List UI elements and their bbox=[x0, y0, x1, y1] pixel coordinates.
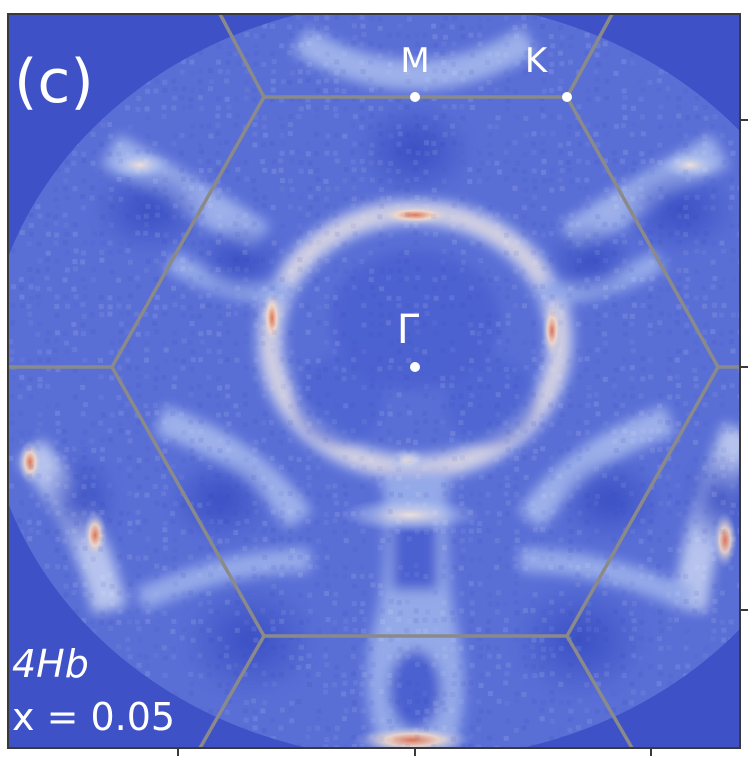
gamma-point-label: Γ bbox=[397, 307, 420, 353]
noise-texture bbox=[8, 14, 740, 748]
panel-label: (c) bbox=[14, 47, 94, 117]
k-point-marker bbox=[562, 92, 572, 102]
gamma-point-marker bbox=[410, 362, 420, 372]
m-point-marker bbox=[410, 92, 420, 102]
k-point-label: K bbox=[525, 41, 549, 81]
plot-frame bbox=[7, 13, 748, 756]
m-point-label: M bbox=[400, 41, 429, 81]
doping-label: x = 0.05 bbox=[12, 695, 175, 739]
material-label: 4Hb bbox=[12, 642, 89, 686]
